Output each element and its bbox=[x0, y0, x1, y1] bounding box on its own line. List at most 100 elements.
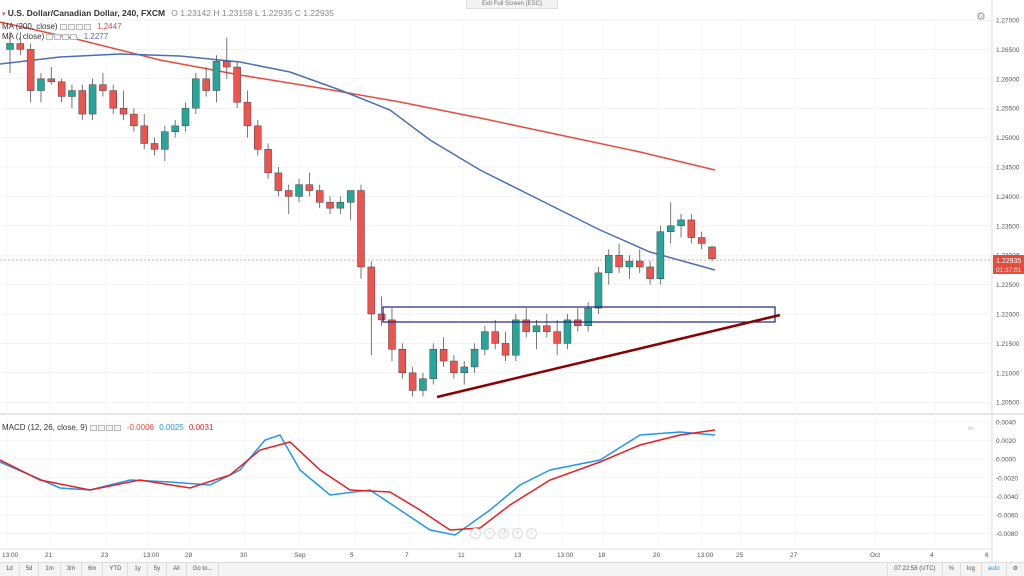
time-tick-label: 13:00 bbox=[697, 552, 714, 559]
scroll-right-icon[interactable]: › bbox=[526, 528, 537, 539]
candle-body bbox=[532, 325, 541, 332]
candle-body bbox=[646, 266, 654, 279]
pane-maximize-icon[interactable]: ▫▫ bbox=[968, 424, 974, 433]
settings-icon[interactable] bbox=[97, 424, 105, 431]
ma-line bbox=[0, 53, 716, 271]
log-toggle[interactable]: log bbox=[959, 563, 981, 576]
more-icon[interactable] bbox=[83, 23, 91, 30]
more-icon[interactable] bbox=[113, 424, 121, 431]
tf-ytd[interactable]: YTD bbox=[103, 563, 129, 576]
ma200-legend: MA (200, close) 1.2447 bbox=[2, 22, 122, 32]
candle-body bbox=[254, 125, 262, 150]
tf-6m[interactable]: 6m bbox=[82, 563, 104, 576]
percent-toggle[interactable]: % bbox=[941, 563, 960, 576]
candle-body bbox=[68, 90, 76, 97]
price-tick-label: 1.24000 bbox=[996, 194, 1020, 201]
auto-toggle[interactable]: auto bbox=[980, 563, 1006, 576]
scroll-left-icon[interactable]: ‹ bbox=[470, 528, 481, 539]
close-icon[interactable] bbox=[62, 33, 70, 40]
tf-5y[interactable]: 5y bbox=[148, 563, 168, 576]
candle-body bbox=[491, 331, 499, 344]
time-tick-label: 13:00 bbox=[557, 552, 574, 559]
candle-body bbox=[419, 378, 427, 391]
time-tick-label: 13 bbox=[514, 552, 522, 559]
candle-body bbox=[429, 349, 438, 379]
candle-body bbox=[677, 219, 685, 227]
candle-body bbox=[574, 319, 582, 327]
candle-body bbox=[223, 60, 231, 68]
countdown-text: 01:37:01 bbox=[996, 267, 1022, 274]
exit-fullscreen-button[interactable]: Exit Full Screen (ESC) bbox=[466, 0, 558, 9]
macd-legend: MACD (12, 26, close, 9) -0.0006 0.0025 0… bbox=[2, 423, 213, 433]
candle-body bbox=[78, 90, 87, 115]
candle-body bbox=[708, 246, 716, 259]
utc-clock[interactable]: 07:22:58 (UTC) bbox=[887, 563, 941, 576]
tf-5d[interactable]: 5d bbox=[20, 563, 40, 576]
price-tick-label: 1.21500 bbox=[996, 341, 1020, 348]
time-tick-label: Oct bbox=[870, 552, 880, 559]
time-tick-label: 25 bbox=[736, 552, 744, 559]
candle-body bbox=[553, 331, 561, 344]
candle-body bbox=[326, 202, 334, 209]
candle-body bbox=[192, 78, 200, 109]
collapse-icon[interactable]: ▾ bbox=[2, 11, 6, 18]
time-tick-label: 27 bbox=[790, 552, 798, 559]
macd-label: MACD (12, 26, close, 9) bbox=[2, 423, 88, 432]
candle-body bbox=[450, 360, 458, 374]
candle-body bbox=[315, 190, 324, 203]
candle-body bbox=[233, 66, 241, 103]
macd-signal-line bbox=[0, 429, 716, 531]
reset-icon[interactable]: ↺ bbox=[498, 528, 509, 539]
tf-3m[interactable]: 3m bbox=[61, 563, 83, 576]
bottom-settings-icon[interactable]: ⚙ bbox=[1005, 563, 1024, 576]
goto-date-button[interactable]: Go to... bbox=[187, 563, 220, 576]
ma200-value: 1.2447 bbox=[97, 22, 122, 31]
tf-1d[interactable]: 1d bbox=[0, 563, 20, 576]
last-price-tag bbox=[993, 255, 1024, 265]
time-tick-label: 5 bbox=[350, 552, 354, 559]
tf-1y[interactable]: 1y bbox=[128, 563, 148, 576]
candle-body bbox=[88, 84, 97, 115]
chart-settings-icon[interactable]: ⚙ bbox=[976, 11, 986, 23]
price-tick-label: 1.22500 bbox=[996, 282, 1020, 289]
candle-body bbox=[99, 84, 107, 91]
candle-body bbox=[408, 372, 417, 391]
macd-line-value: 0.0025 bbox=[159, 423, 184, 432]
candle-body bbox=[615, 254, 623, 268]
candle-body bbox=[481, 331, 489, 350]
tf-all[interactable]: All bbox=[167, 563, 187, 576]
time-tick-label: 30 bbox=[240, 552, 248, 559]
candle-body bbox=[439, 349, 448, 362]
settings-icon[interactable] bbox=[54, 33, 62, 40]
close-icon[interactable] bbox=[75, 23, 83, 30]
macd-hist-value: -0.0006 bbox=[126, 423, 154, 432]
candle-body bbox=[605, 254, 613, 274]
price-tick-label: 1.22000 bbox=[996, 312, 1020, 319]
candle-body bbox=[563, 319, 572, 344]
price-tick-label: 1.24500 bbox=[996, 165, 1020, 172]
ma-legend: MA (, close) 1.2277 bbox=[2, 32, 108, 42]
eye-icon[interactable] bbox=[59, 23, 67, 30]
macd-tick-label: -0.0020 bbox=[996, 475, 1018, 482]
macd-tick-label: -0.0060 bbox=[996, 513, 1018, 520]
more-icon[interactable] bbox=[70, 33, 78, 40]
candle-body bbox=[635, 260, 644, 268]
zoom-in-icon[interactable]: + bbox=[512, 528, 523, 539]
candle-body bbox=[687, 219, 696, 238]
symbol-legend: ▾ U.S. Dollar/Canadian Dollar, 240, FXCM… bbox=[2, 8, 334, 20]
settings-icon[interactable] bbox=[67, 23, 75, 30]
zoom-out-icon[interactable]: − bbox=[484, 528, 495, 539]
price-tick-label: 1.25500 bbox=[996, 106, 1020, 113]
tf-1m[interactable]: 1m bbox=[39, 563, 61, 576]
symbol-title: U.S. Dollar/Canadian Dollar, 240, FXCM bbox=[7, 8, 166, 18]
close-icon[interactable] bbox=[105, 424, 113, 431]
candle-body bbox=[656, 231, 665, 279]
eye-icon[interactable] bbox=[89, 424, 97, 431]
eye-icon[interactable] bbox=[46, 33, 54, 40]
candle-body bbox=[697, 237, 706, 244]
price-tick-label: 1.26000 bbox=[996, 76, 1020, 83]
candle-body bbox=[150, 143, 159, 150]
macd-tick-label: -0.0040 bbox=[996, 494, 1018, 501]
